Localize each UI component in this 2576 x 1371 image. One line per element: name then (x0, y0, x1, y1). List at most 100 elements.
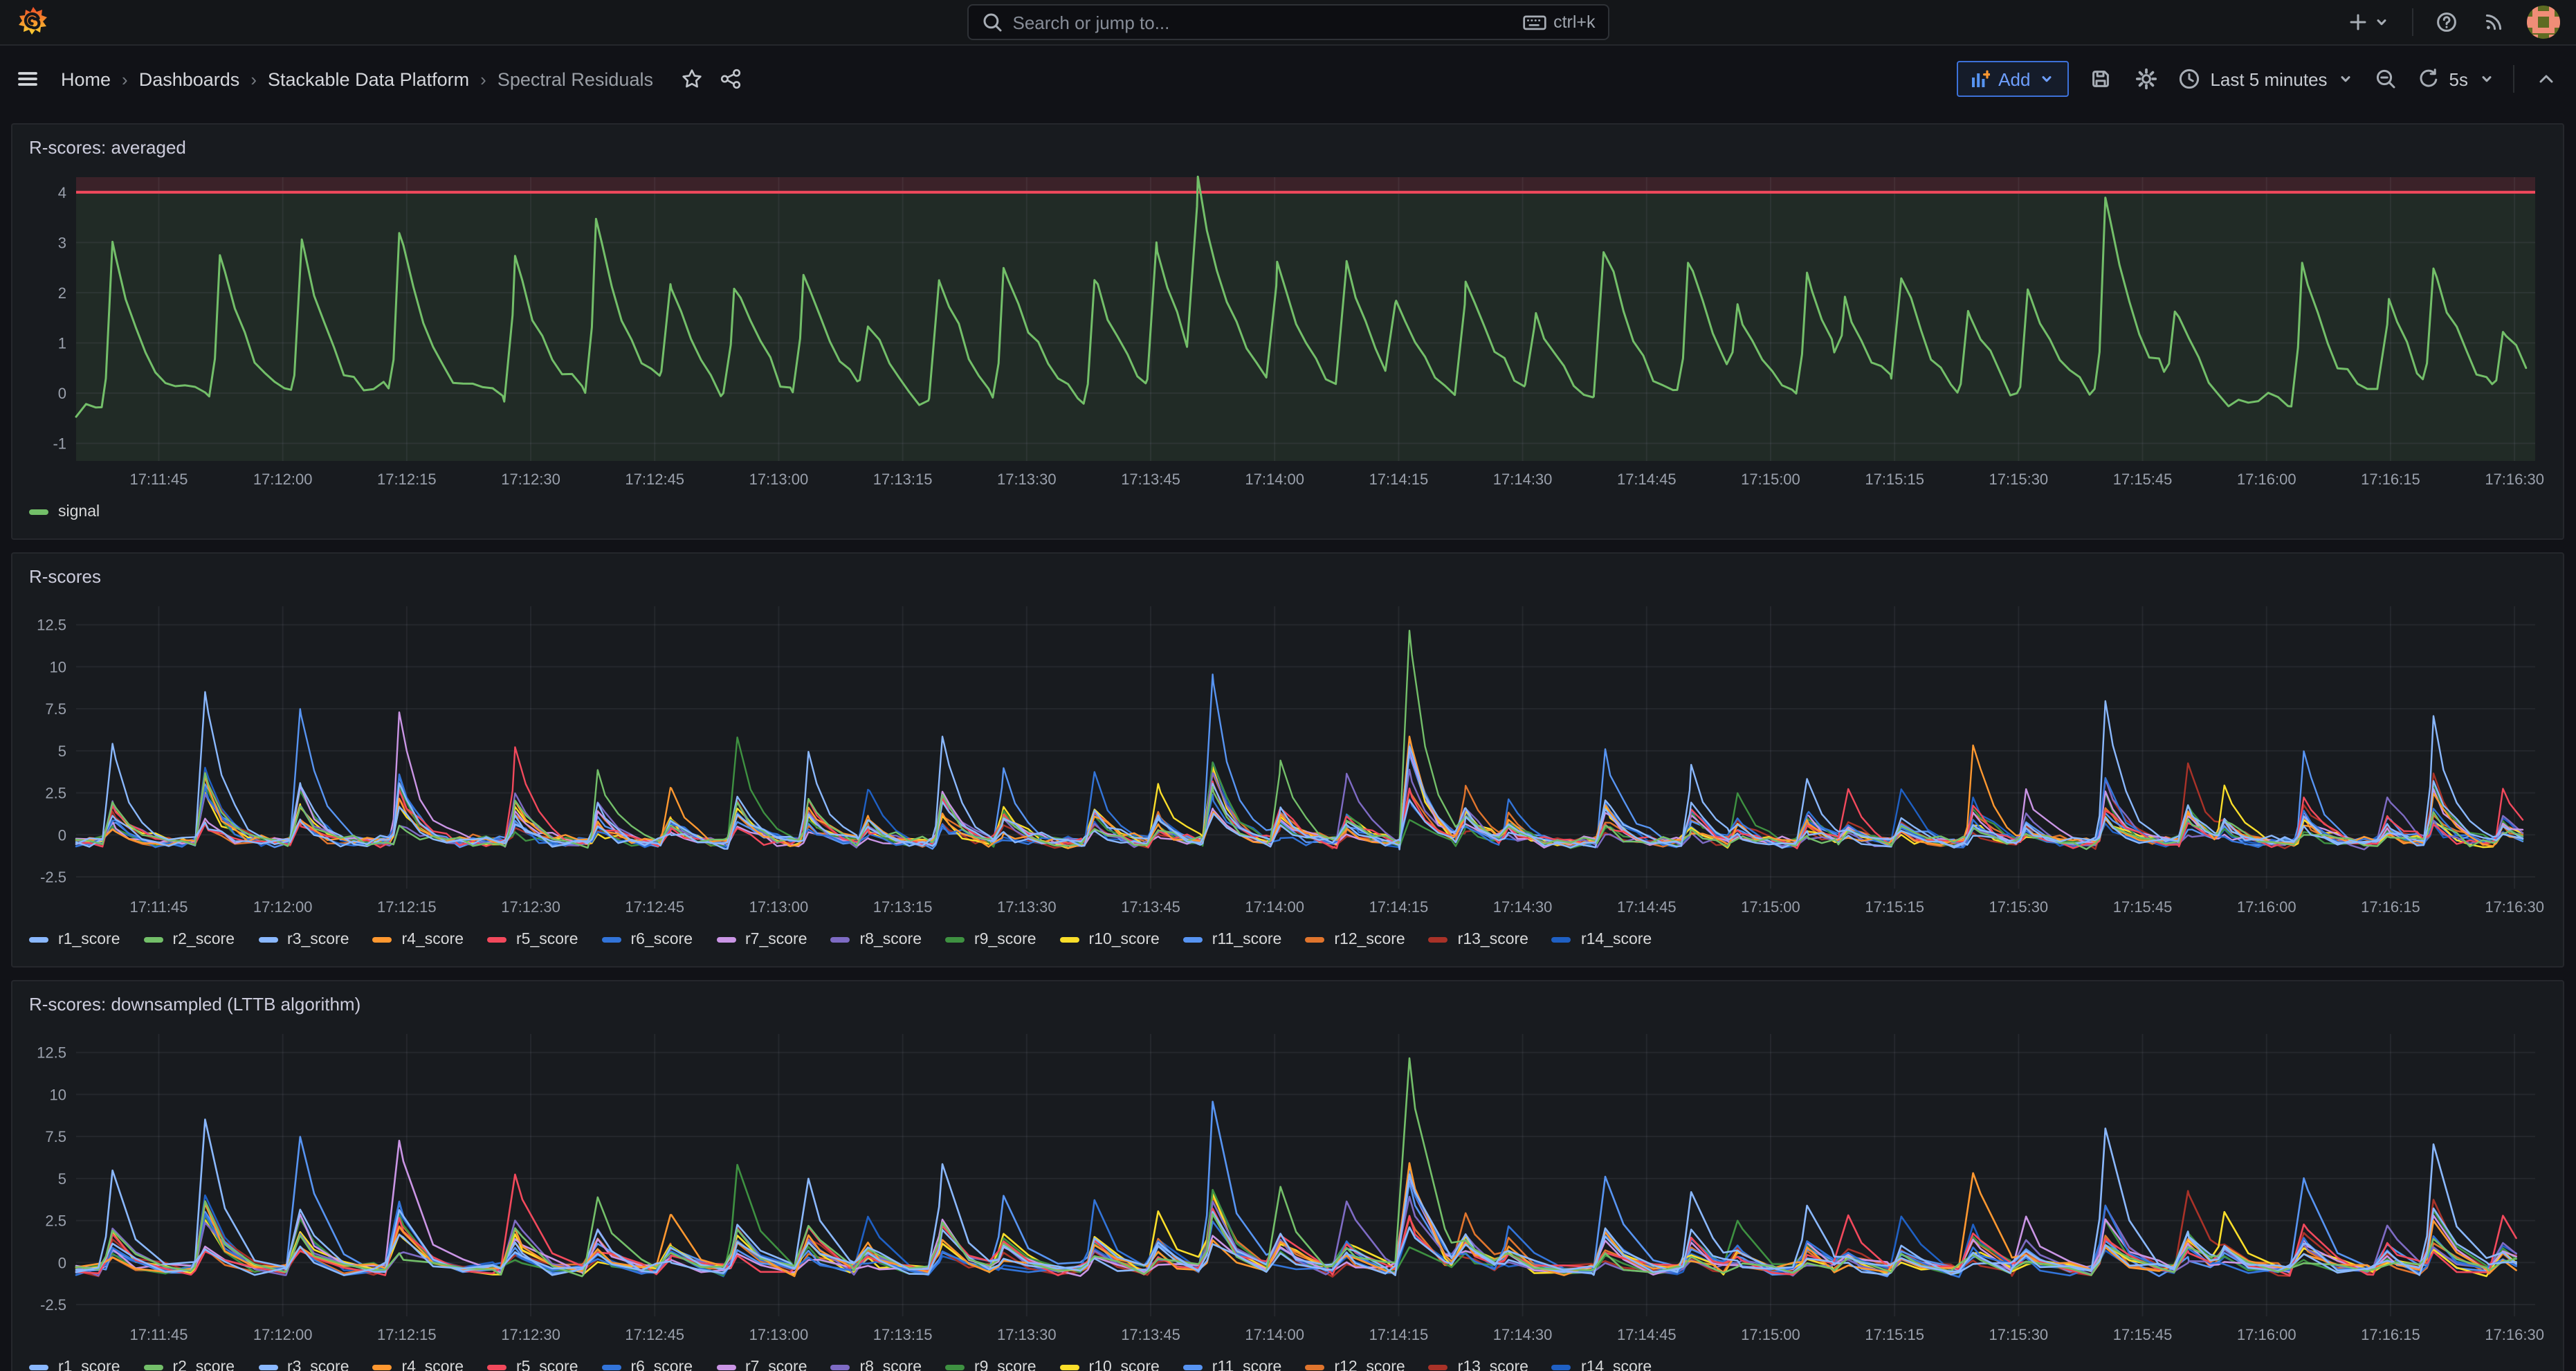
legend-label: r9_score (974, 1359, 1036, 1371)
legend-item-r13_score[interactable]: r13_score (1428, 1359, 1528, 1371)
help-button[interactable] (2432, 8, 2460, 36)
series-line-r4_score (75, 736, 2524, 849)
chart-grid (76, 1034, 2535, 1316)
legend-swatch (143, 937, 163, 943)
x-axis-label: 17:12:00 (253, 471, 313, 488)
grafana-logo-icon[interactable] (17, 6, 50, 39)
legend-item-r2_score[interactable]: r2_score (143, 1359, 235, 1371)
legend-item-r8_score[interactable]: r8_score (830, 1359, 922, 1371)
legend-item-r9_score[interactable]: r9_score (945, 1359, 1036, 1371)
x-axis-label: 17:14:45 (1617, 1326, 1677, 1343)
series-line-r10_score (75, 742, 2524, 849)
legend-item-r9_score[interactable]: r9_score (945, 932, 1036, 948)
y-axis-label: 3 (58, 234, 66, 251)
breadcrumb-dashboards[interactable]: Dashboards (138, 69, 240, 89)
legend-item-r14_score[interactable]: r14_score (1551, 1359, 1652, 1371)
legend-label: r8_score (859, 1359, 922, 1371)
panel-title[interactable]: R-scores: downsampled (LTTB algorithm) (29, 994, 361, 1015)
timeseries-chart[interactable]: -2.5 0 2.5 5 7.5 10 12.5 17:11:45 17:12:00 17:12:… (24, 595, 2555, 925)
search-input[interactable]: Search or jump to... ctrl+k (967, 4, 1609, 40)
legend-item-r1_score[interactable]: r1_score (29, 1359, 120, 1371)
top-bar-actions (2344, 6, 2559, 39)
hamburger-menu-icon (18, 72, 37, 86)
keyboard-icon (1522, 15, 1546, 30)
zoom-out-time-button[interactable] (2372, 65, 2400, 93)
refresh-picker[interactable]: 5s (2418, 68, 2494, 90)
x-axis-label: 17:12:45 (625, 471, 684, 488)
legend-item-signal[interactable]: signal (29, 504, 100, 520)
legend-item-r12_score[interactable]: r12_score (1305, 1359, 1405, 1371)
legend-label: r14_score (1580, 1359, 1652, 1371)
user-avatar[interactable] (2526, 6, 2559, 39)
y-axis-label: 5 (58, 743, 66, 760)
legend-item-r3_score[interactable]: r3_score (258, 1359, 349, 1371)
y-axis-label: 12.5 (37, 617, 66, 634)
new-button[interactable] (2344, 8, 2392, 36)
x-axis-label: 17:14:30 (1493, 471, 1553, 488)
legend-item-r10_score[interactable]: r10_score (1059, 932, 1160, 948)
legend-item-r1_score[interactable]: r1_score (29, 932, 120, 948)
legend-label: r10_score (1088, 1359, 1160, 1371)
timeseries-chart[interactable]: -1 0 1 2 3 4 17:11:45 17:12:00 17:12:15 17:12:30 1… (24, 166, 2555, 497)
legend-item-r6_score[interactable]: r6_score (601, 932, 693, 948)
save-dashboard-button[interactable] (2087, 65, 2114, 93)
y-axis-label: 7.5 (45, 700, 66, 718)
panel-title[interactable]: R-scores: averaged (29, 137, 186, 158)
legend-swatch (29, 1365, 48, 1370)
series-line-r2_score (75, 1057, 2517, 1278)
series-line-r1_score (75, 736, 2524, 850)
share-icon[interactable] (720, 68, 742, 90)
time-range-picker[interactable]: Last 5 minutes (2178, 68, 2353, 90)
legend-swatch (487, 937, 506, 943)
star-icon[interactable] (681, 68, 703, 90)
legend-item-r12_score[interactable]: r12_score (1305, 932, 1405, 948)
kiosk-mode-button[interactable] (2532, 65, 2559, 93)
legend-swatch (830, 937, 850, 943)
legend-swatch (372, 937, 392, 943)
legend-label: r5_score (516, 932, 578, 948)
x-axis-label: 17:12:45 (625, 898, 684, 916)
legend-item-r3_score[interactable]: r3_score (258, 932, 349, 948)
legend-item-r14_score[interactable]: r14_score (1551, 932, 1652, 948)
timeseries-chart[interactable]: -2.5 0 2.5 5 7.5 10 12.5 17:11:45 17:12:00 17:12:… (24, 1023, 2555, 1352)
news-button[interactable] (2479, 8, 2507, 36)
series-line-r1_score (75, 1163, 2517, 1276)
breadcrumb-current: Spectral Residuals (497, 69, 653, 89)
legend-item-r5_score[interactable]: r5_score (487, 1359, 578, 1371)
x-axis-label: 17:13:15 (873, 1326, 933, 1343)
legend-item-r2_score[interactable]: r2_score (143, 932, 235, 948)
x-axis-label: 17:14:30 (1493, 898, 1553, 916)
breadcrumb-folder[interactable]: Stackable Data Platform (268, 69, 470, 89)
legend-item-r13_score[interactable]: r13_score (1428, 932, 1528, 948)
legend-item-r4_score[interactable]: r4_score (372, 932, 464, 948)
legend-item-r8_score[interactable]: r8_score (830, 932, 922, 948)
breadcrumb-home[interactable]: Home (61, 69, 111, 89)
panel-r-scores: R-scores -2.5 0 2.5 5 7.5 10 12.5 17:11:45 17:12… (11, 552, 2564, 968)
x-axis-label: 17:14:15 (1369, 471, 1429, 488)
x-axis-label: 17:12:30 (501, 898, 560, 916)
x-axis-label: 17:11:45 (129, 471, 188, 488)
legend-label: r13_score (1457, 932, 1528, 948)
legend-swatch (1551, 937, 1571, 943)
legend-item-r4_score[interactable]: r4_score (372, 1359, 464, 1371)
legend-swatch (258, 937, 277, 943)
legend-swatch (1059, 1365, 1079, 1370)
legend-item-r5_score[interactable]: r5_score (487, 932, 578, 948)
legend-item-r7_score[interactable]: r7_score (716, 932, 807, 948)
legend-swatch (945, 1365, 965, 1370)
add-panel-button[interactable]: Add (1957, 61, 2070, 97)
legend-item-r7_score[interactable]: r7_score (716, 1359, 807, 1371)
mega-menu-button[interactable] (17, 68, 39, 90)
legend-item-r10_score[interactable]: r10_score (1059, 1359, 1160, 1371)
x-axis-label: 17:12:15 (377, 471, 437, 488)
x-axis-label: 17:14:45 (1617, 898, 1677, 916)
save-icon (2092, 71, 2110, 87)
legend-item-r6_score[interactable]: r6_score (601, 1359, 693, 1371)
x-axis-label: 17:13:00 (749, 471, 809, 488)
dashboard-settings-button[interactable] (2132, 65, 2160, 93)
legend-item-r11_score[interactable]: r11_score (1182, 1359, 1281, 1371)
legend-swatch (830, 1365, 850, 1370)
time-range-label: Last 5 minutes (2210, 69, 2328, 89)
legend-item-r11_score[interactable]: r11_score (1182, 932, 1281, 948)
panel-title[interactable]: R-scores (29, 566, 102, 587)
